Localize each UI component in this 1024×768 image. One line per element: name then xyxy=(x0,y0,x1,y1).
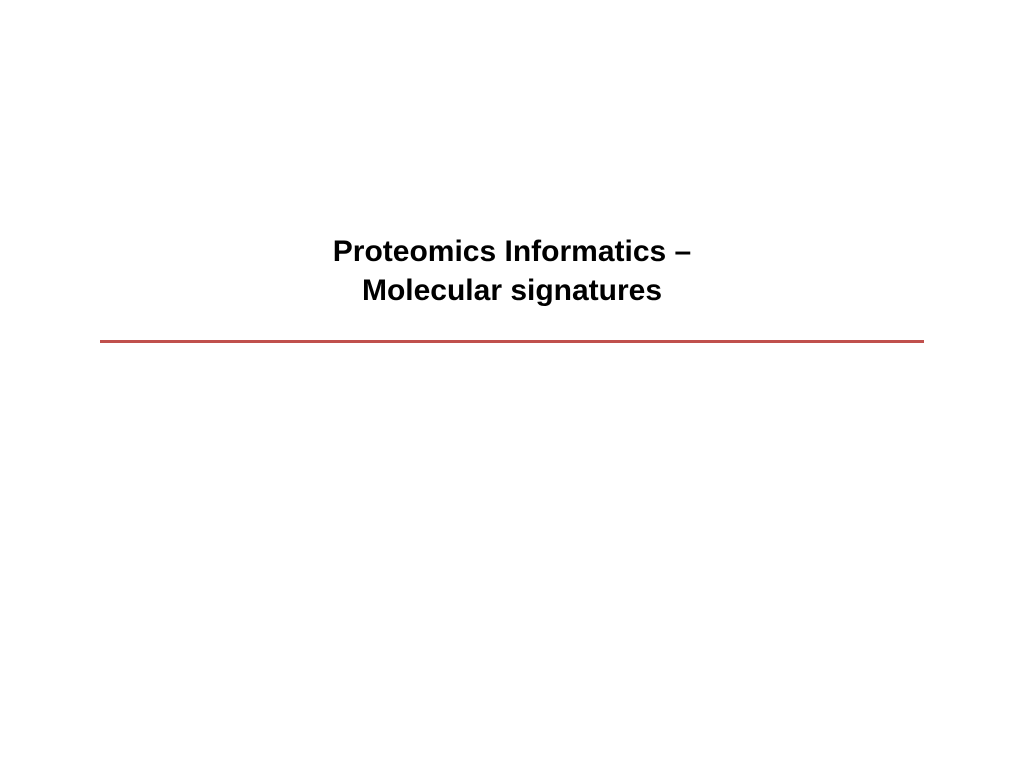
title-divider xyxy=(100,340,924,343)
title-line-2: Molecular signatures xyxy=(0,271,1024,310)
slide-title-container: Proteomics Informatics – Molecular signa… xyxy=(0,232,1024,310)
title-line-1: Proteomics Informatics – xyxy=(0,232,1024,271)
